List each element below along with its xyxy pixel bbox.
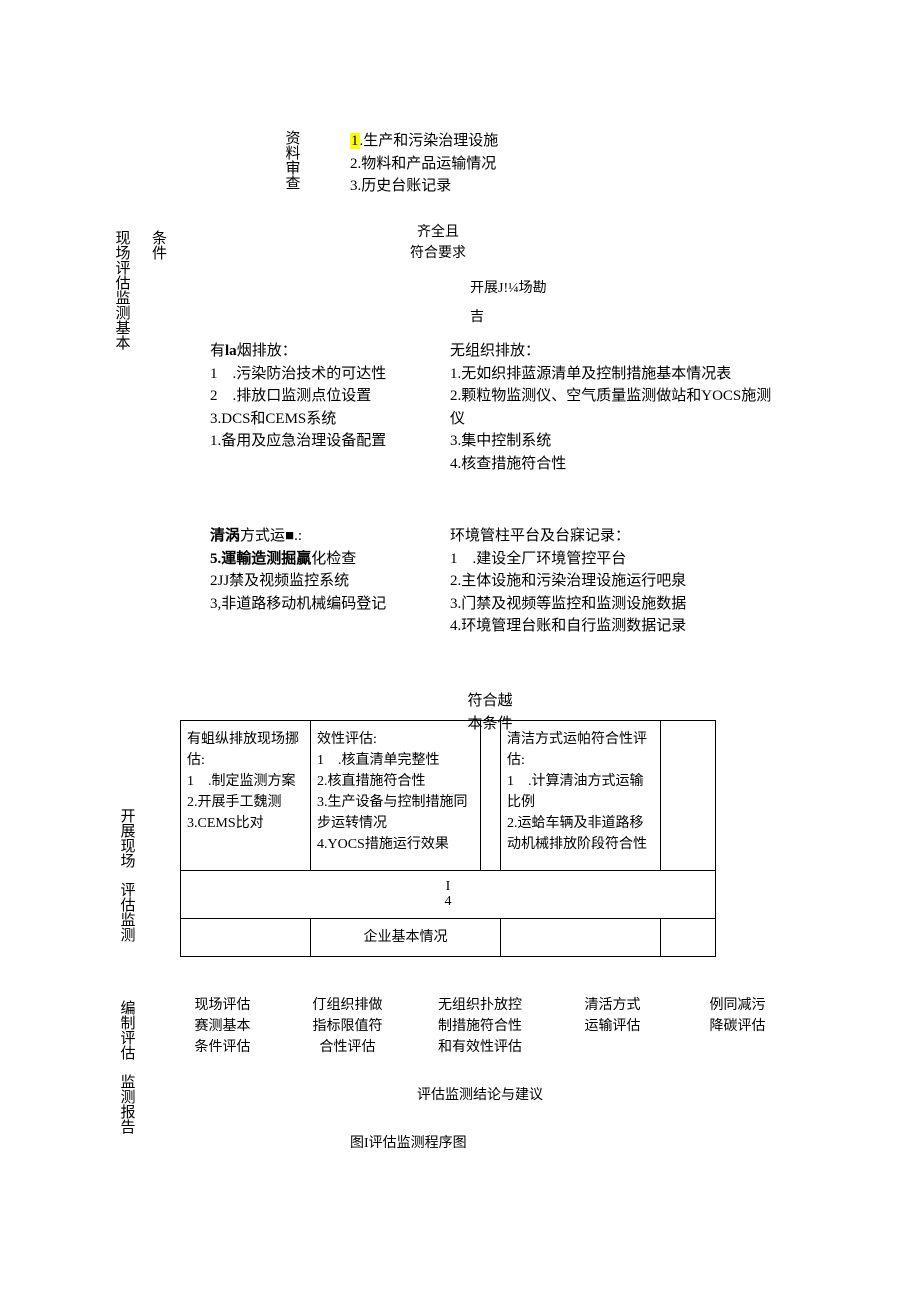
emitB-1: 1.无如织排蓝源清单及控制措施基本情况表 [450,363,780,386]
emitA-title: 有la烟排放： [210,340,430,363]
section-label-3: 编制评估 监测报告 [115,1000,138,1134]
col-2: 仃组织排做 指标限值符 合性评估 [305,995,390,1058]
emitB-title: 无组织排放： [450,340,780,363]
tbl-r1-c1: 有蛆纵排放现场挪估: 1 .制定监测方案 2.开展手工魏测 3.CEMS比对 [181,721,311,871]
review-item-1: 1.生产和污染治理设施 [350,130,670,153]
label-3a: 编制评估 [115,1000,138,1060]
kaizhan-block: 开展J!¼场勘 吉 [470,278,547,328]
cleanA-title: 清涡方式运■.: [210,525,430,548]
envB-2: 2.主体设施和污染治理设施运行吧泉 [450,570,780,593]
review-item-3: 3.历史台账记录 [350,175,670,198]
cleanA-1: 5.運輸造测掘贏化检查 [210,548,430,571]
tbl-r3-empty3 [661,918,716,956]
organized-emission-box: 有la烟排放： 1 .污染防治技术的可达性 2 .排放口监测点位设置 3.DCS… [210,340,430,453]
review-item-2: 2.物料和产品运输情况 [350,153,670,176]
pass-2: 符合要求 [410,243,466,264]
col-5: 例同减污 降碳评估 [695,995,780,1058]
highlight: 1 [350,133,360,149]
tbl-r1-c4 [661,721,716,871]
cleanA-2: 2JJ禁及视频监控系统 [210,570,430,593]
emitA-4: 1.备用及应急治理设备配置 [210,430,430,453]
section-label-1: 现场评估监测基本 条件 [110,230,169,350]
label-2a: 开展现场 [115,808,138,868]
pass-1: 齐全且 [410,222,466,243]
cleanA-3: 3,非道路移动机械编码登记 [210,593,430,616]
tbl-r3-empty2 [501,918,661,956]
cond-a: 符合越 [210,690,770,713]
figure-caption: 图I评估监测程序图 [350,1133,467,1154]
tbl-r3-main: 企业基本情况 [311,918,501,956]
pass-condition: 齐全且 符合要求 [410,222,466,264]
unorganized-emission-box: 无组织排放： 1.无如织排蓝源清单及控制措施基本情况表 2.颗粒物监测仪、空气质… [450,340,780,475]
col-3: 无组织扑放控 制措施符合性 和有效性评估 [430,995,530,1058]
clean-transport-box: 清涡方式运■.: 5.運輸造测掘贏化检查 2JJ禁及视频监控系统 3,非道路移动… [210,525,430,615]
doc-review-list: 1.生产和污染治理设施 2.物料和产品运输情况 3.历史台账记录 [350,130,670,198]
emitA-1: 1 .污染防治技术的可达性 [210,363,430,386]
col-4: 清活方式 运输评估 [570,995,655,1058]
emitA-2: 2 .排放口监测点位设置 [210,385,430,408]
tbl-r1-c3: 清洁方式运帕符合性评估: 1 .计算清油方式运输比例 2.运蛤车辆及非道路移动机… [501,721,661,871]
tbl-r1-c2: 效性评估: 1 .核直清单完整性 2.核直措施符合性 3.生产设备与控制措施同步… [311,721,481,871]
ji: 吉 [470,307,547,328]
label-1b: 条件 [147,230,170,350]
report-columns: 现场评估 赛测基本 条件评估 仃组织排做 指标限值符 合性评估 无组织扑放控 制… [180,995,780,1058]
section-label-2: 开展现场 评估监测 [115,808,138,942]
label-3b: 监测报告 [115,1074,138,1134]
tbl-r2: I 4 [181,871,716,919]
emitB-2: 2.颗粒物监测仪、空气质量监测做站和YOCS施测仪 [450,385,780,430]
label-2b: 评估监测 [115,882,138,942]
eval-table: 有蛆纵排放现场挪估: 1 .制定监测方案 2.开展手工魏测 3.CEMS比对 效… [180,720,716,957]
envB-3: 3.门禁及视频等监控和监测设施数据 [450,593,780,616]
col-1: 现场评估 赛测基本 条件评估 [180,995,265,1058]
conclusion: 评估监测结论与建议 [380,1085,580,1106]
tbl-r1-empty [481,721,501,871]
doc-review-label: 资料审查 [280,130,303,190]
emitA-3: 3.DCS和CEMS系统 [210,408,430,431]
label-1a: 现场评估监测基本 [110,230,133,350]
emitB-3: 3.集中控制系统 [450,430,780,453]
envB-4: 4.环境管理台账和自行监测数据记录 [450,615,780,638]
kaizhan: 开展J!¼场勘 [470,278,547,299]
env-platform-box: 环境管柱平台及台寐记录： 1 .建设全厂环境管控平台 2.主体设施和污染治理设施… [450,525,780,638]
emitB-4: 4.核查措施符合性 [450,453,780,476]
envB-1: 1 .建设全厂环境管控平台 [450,548,780,571]
envB-title: 环境管柱平台及台寐记录： [450,525,780,548]
tbl-r3-empty1 [181,918,311,956]
